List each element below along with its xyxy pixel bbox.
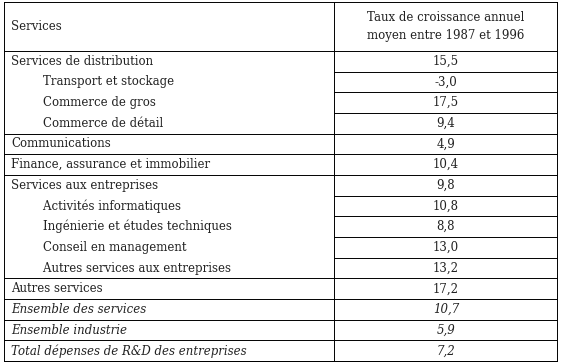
- Text: Autres services aux entreprises: Autres services aux entreprises: [28, 262, 231, 274]
- Text: 4,9: 4,9: [436, 138, 456, 150]
- Text: 10,7: 10,7: [433, 303, 459, 316]
- Text: Total dépenses de R&D des entreprises: Total dépenses de R&D des entreprises: [11, 344, 247, 358]
- Text: Commerce de gros: Commerce de gros: [28, 96, 156, 109]
- Text: Taux de croissance annuel
moyen entre 1987 et 1996: Taux de croissance annuel moyen entre 19…: [367, 11, 525, 42]
- Text: 5,9: 5,9: [436, 324, 456, 337]
- Text: Ingénierie et études techniques: Ingénierie et études techniques: [28, 220, 232, 233]
- Text: Activités informatiques: Activités informatiques: [28, 199, 181, 213]
- Text: 15,5: 15,5: [433, 55, 459, 68]
- Text: Conseil en management: Conseil en management: [28, 241, 187, 254]
- Text: Commerce de détail: Commerce de détail: [28, 117, 163, 130]
- Text: 9,8: 9,8: [436, 179, 456, 192]
- Text: Finance, assurance et immobilier: Finance, assurance et immobilier: [11, 158, 210, 171]
- Text: 8,8: 8,8: [437, 220, 455, 233]
- Text: 10,4: 10,4: [433, 158, 459, 171]
- Text: Services aux entreprises: Services aux entreprises: [11, 179, 158, 192]
- Text: 17,2: 17,2: [433, 282, 459, 295]
- Text: Ensemble industrie: Ensemble industrie: [11, 324, 127, 337]
- Text: Communications: Communications: [11, 138, 111, 150]
- Text: -3,0: -3,0: [435, 76, 457, 88]
- Text: Services: Services: [11, 20, 62, 33]
- Text: 13,0: 13,0: [433, 241, 459, 254]
- Text: 17,5: 17,5: [433, 96, 459, 109]
- Text: 10,8: 10,8: [433, 200, 459, 212]
- Text: 13,2: 13,2: [433, 262, 459, 274]
- Text: Ensemble des services: Ensemble des services: [11, 303, 146, 316]
- Text: Autres services: Autres services: [11, 282, 103, 295]
- Text: 7,2: 7,2: [436, 344, 456, 357]
- Text: Transport et stockage: Transport et stockage: [28, 76, 174, 88]
- Text: 9,4: 9,4: [436, 117, 456, 130]
- Text: Services de distribution: Services de distribution: [11, 55, 153, 68]
